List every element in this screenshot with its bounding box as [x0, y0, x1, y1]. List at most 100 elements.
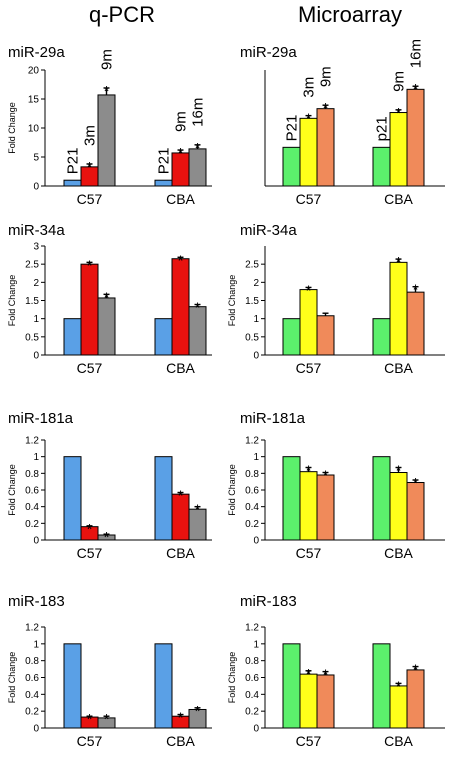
significance-star: * — [104, 529, 110, 546]
significance-star: * — [178, 145, 184, 162]
y-tick-label: 0.8 — [245, 656, 259, 667]
panel-title: miR-29a — [8, 44, 65, 61]
category-label: C57 — [77, 545, 103, 561]
significance-star: * — [195, 299, 201, 316]
bar-label: 3m — [82, 125, 99, 146]
y-tick-label: 0.2 — [25, 519, 39, 530]
bar — [97, 297, 116, 356]
bar — [406, 88, 425, 187]
significance-star: * — [195, 140, 201, 157]
significance-star: * — [396, 105, 402, 122]
bar-label: 3m — [301, 77, 318, 98]
bar — [282, 643, 301, 729]
y-tick-label: 0 — [253, 536, 259, 547]
y-tick-label: 0.4 — [25, 690, 39, 701]
significance-star: * — [413, 662, 419, 679]
y-tick-label: 15 — [28, 95, 40, 106]
y-axis-label: Fold Change — [7, 102, 17, 154]
significance-star: * — [104, 711, 110, 728]
y-tick-label: 0 — [33, 351, 39, 362]
significance-star: * — [323, 100, 329, 117]
bar — [316, 315, 335, 356]
y-tick-label: 20 — [28, 66, 40, 77]
significance-star: * — [104, 83, 110, 100]
y-tick-label: 3 — [33, 242, 39, 253]
y-tick-label: 5 — [33, 153, 39, 164]
bar — [154, 643, 173, 729]
bar — [154, 179, 173, 187]
significance-star: * — [178, 488, 184, 505]
bar — [97, 94, 116, 187]
bar — [282, 318, 301, 356]
y-tick-label: 2 — [33, 278, 39, 289]
significance-star: * — [87, 521, 93, 538]
significance-star: * — [306, 111, 312, 128]
bar — [63, 643, 82, 729]
bar — [282, 456, 301, 541]
category-label: CBA — [166, 545, 195, 561]
significance-star: * — [178, 252, 184, 269]
bar-label: 9m — [391, 71, 408, 92]
y-tick-label: 1 — [253, 452, 259, 463]
panel-title: miR-29a — [240, 44, 297, 61]
bar — [372, 456, 391, 541]
significance-star: * — [323, 667, 329, 684]
y-axis-label: Fold Change — [227, 464, 237, 516]
y-tick-label: 0 — [253, 351, 259, 362]
category-label: CBA — [384, 545, 413, 561]
bar — [282, 146, 301, 187]
y-axis-label: Fold Change — [227, 652, 237, 704]
y-tick-label: 0.5 — [245, 332, 259, 343]
bar — [299, 471, 318, 541]
y-tick-label: 0.8 — [25, 656, 39, 667]
category-label: C57 — [296, 191, 322, 207]
significance-star: * — [396, 254, 402, 271]
y-axis-label: Fold Change — [7, 464, 17, 516]
bar — [372, 318, 391, 356]
y-tick-label: 0.4 — [25, 502, 39, 513]
y-tick-label: 0.5 — [25, 332, 39, 343]
y-tick-label: 2.5 — [25, 260, 39, 271]
y-tick-label: 0.6 — [25, 486, 39, 497]
y-tick-label: 1.2 — [25, 623, 39, 634]
y-axis-label: Fold Change — [7, 275, 17, 327]
panel-title: miR-183 — [240, 593, 297, 610]
category-label: C57 — [77, 191, 103, 207]
panel-title: miR-34a — [240, 222, 297, 239]
bar — [299, 117, 318, 187]
category-label: C57 — [77, 733, 103, 749]
y-tick-label: 0.4 — [245, 690, 259, 701]
y-axis-label: Fold Change — [227, 275, 237, 327]
y-tick-label: 1.2 — [25, 436, 39, 447]
category-label: CBA — [384, 360, 413, 376]
bar — [389, 472, 408, 541]
category-label: CBA — [166, 191, 195, 207]
bar — [80, 263, 99, 356]
bar — [171, 258, 190, 356]
bar — [316, 474, 335, 541]
category-label: CBA — [384, 191, 413, 207]
y-tick-label: 1.5 — [245, 296, 259, 307]
bar-label: 9m — [173, 111, 190, 132]
significance-star: * — [178, 710, 184, 727]
bar-label: p21 — [374, 116, 391, 141]
significance-star: * — [195, 703, 201, 720]
category-label: C57 — [296, 360, 322, 376]
bar — [372, 643, 391, 729]
y-tick-label: 0.8 — [25, 469, 39, 480]
qpcr-header: q-PCR — [89, 2, 155, 27]
category-label: CBA — [384, 733, 413, 749]
y-tick-label: 0 — [33, 724, 39, 735]
y-tick-label: 1 — [33, 314, 39, 325]
bar — [406, 291, 425, 356]
significance-star: * — [104, 289, 110, 306]
bar — [372, 146, 391, 187]
y-tick-label: 0 — [33, 536, 39, 547]
y-tick-label: 0.2 — [245, 707, 259, 718]
significance-star: * — [87, 257, 93, 274]
bar — [389, 261, 408, 356]
y-tick-label: 2 — [253, 278, 259, 289]
y-tick-label: 0.2 — [25, 707, 39, 718]
bar-label: 9m — [318, 66, 335, 87]
significance-star: * — [306, 666, 312, 683]
